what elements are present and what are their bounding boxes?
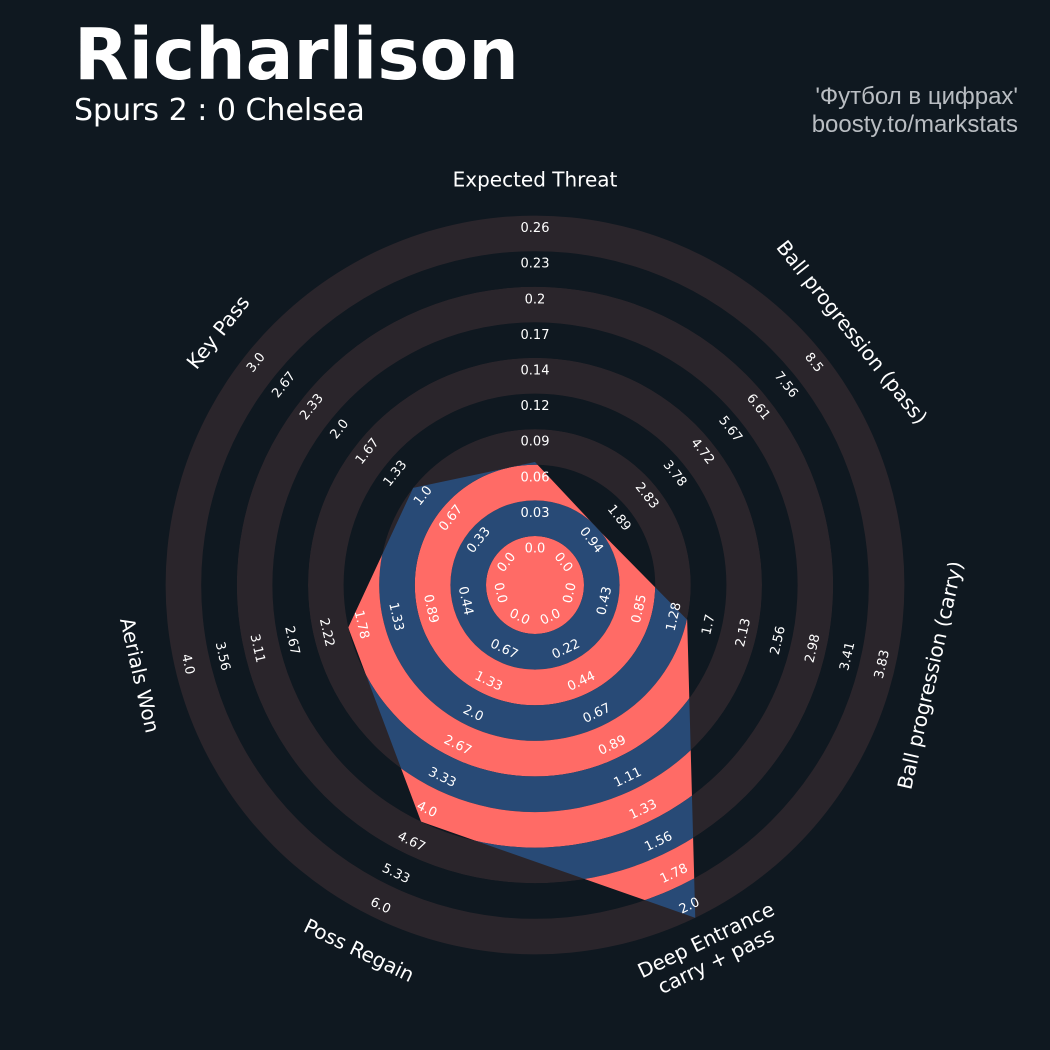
axis-label: Expected Threat: [453, 168, 618, 192]
tick-label: 0.06: [521, 470, 550, 485]
tick-label: 0.0: [560, 581, 579, 605]
tick-label: 0.23: [521, 257, 550, 272]
tick-label: 1.78: [351, 609, 372, 641]
tick-label: 0.0: [525, 542, 546, 557]
tick-label: 0.14: [521, 364, 550, 379]
player-band-center: [486, 536, 584, 634]
tick-label: 0.09: [521, 435, 550, 450]
tick-label: 0.44: [455, 585, 476, 617]
credit-line-1: 'Футбол в цифрах': [815, 83, 1018, 110]
tick-label: 2.13: [733, 617, 754, 649]
axis-label-line: Aerials Won: [115, 615, 165, 735]
tick-label: 3.41: [837, 641, 858, 673]
tick-label: 0.85: [629, 593, 650, 625]
tick-label: 0.0: [490, 581, 509, 605]
tick-label: 0.26: [521, 221, 550, 236]
tick-label: 2.22: [316, 617, 337, 649]
tick-label: 0.12: [521, 399, 550, 414]
axis-label-line: Expected Threat: [453, 168, 618, 192]
tick-label: 0.03: [521, 506, 550, 521]
tick-label: 0.43: [594, 585, 615, 617]
tick-label: 2.67: [281, 625, 302, 657]
tick-label: 0.2: [525, 292, 546, 307]
player-band-band: [450, 500, 620, 670]
match-subtitle: Spurs 2 : 0 Chelsea: [74, 93, 365, 128]
axis-label: Aerials Won: [115, 615, 165, 735]
tick-label: 3.83: [872, 649, 893, 681]
tick-label: 1.28: [664, 601, 685, 633]
tick-label: 2.56: [768, 625, 789, 657]
tick-label: 3.56: [212, 641, 233, 673]
credit-line-2: boosty.to/markstats: [811, 111, 1018, 138]
page-title: Richarlison: [74, 13, 519, 96]
tick-labels: 0.0 0.03 0.06 0.09 0.12 0.14 0.17 0.2 0.23 0.26 0.…: [178, 221, 893, 917]
tick-label: 4.0: [178, 653, 197, 677]
tick-label: 1.7: [699, 613, 718, 637]
tick-label: 2.98: [802, 633, 823, 665]
tick-label: 0.89: [420, 593, 441, 625]
tick-label: 0.17: [521, 328, 550, 343]
tick-label: 1.33: [385, 601, 406, 633]
tick-label: 3.11: [246, 633, 267, 665]
